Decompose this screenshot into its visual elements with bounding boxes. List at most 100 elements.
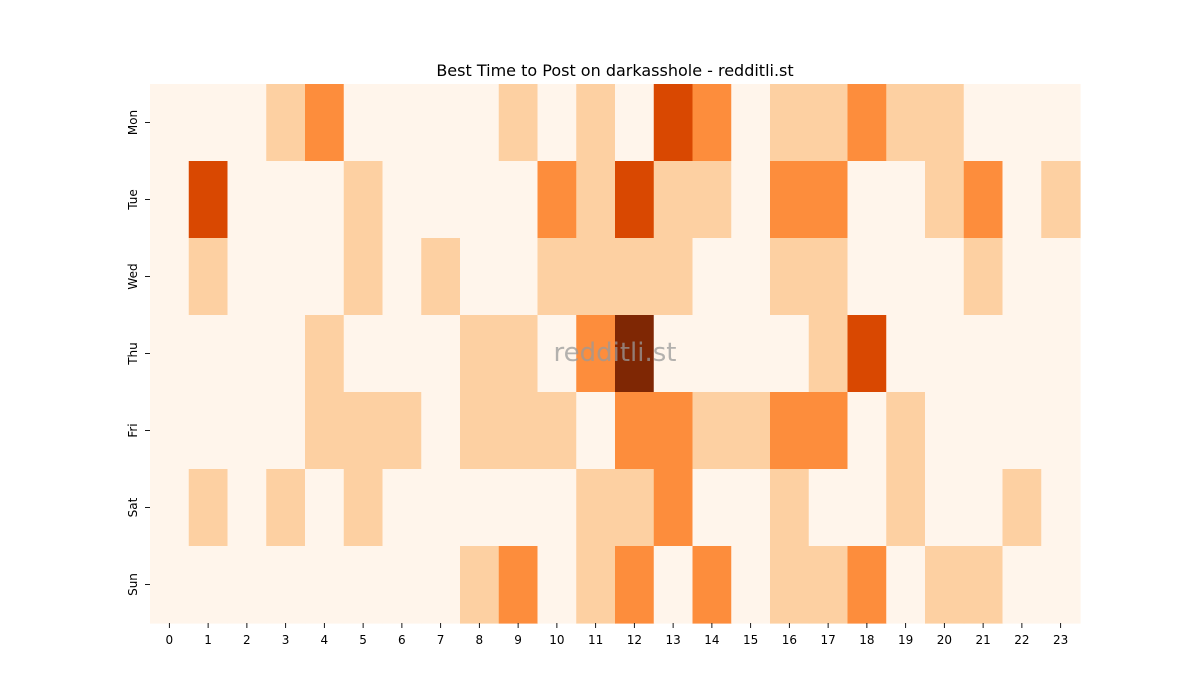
heatmap-cell-tue-1 <box>188 161 229 239</box>
heatmap-cell-sat-4 <box>305 469 345 547</box>
x-tick-label: 16 <box>782 633 797 647</box>
x-axis-ticks: 0 1 2 3 4 5 6 7 8 9 10 11 12 13 14 15 16 17 18 19 20 21 22 23 <box>166 623 1068 647</box>
heatmap-cell-tue-14 <box>692 161 732 239</box>
heatmap-cell-tue-4 <box>305 161 345 239</box>
heatmap-cell-sat-22 <box>1002 469 1042 547</box>
heatmap-cell-wed-21 <box>963 238 1004 316</box>
x-tick-label: 12 <box>627 633 642 647</box>
heatmap-cell-sat-0 <box>150 469 190 547</box>
x-tick-label: 9 <box>514 633 522 647</box>
heatmap-cell-sun-5 <box>343 546 384 624</box>
heatmap-cell-sat-10 <box>537 469 577 547</box>
heatmap-cell-tue-9 <box>498 161 539 239</box>
heatmap-cell-sun-17 <box>808 546 849 624</box>
heatmap-cell-wed-0 <box>150 238 190 316</box>
heatmap-cell-mon-13 <box>653 84 694 162</box>
x-tick-label: 19 <box>898 633 913 647</box>
heatmap-cell-sat-7 <box>421 469 461 547</box>
heatmap-cell-sat-23 <box>1041 469 1081 547</box>
heatmap-cell-sat-15 <box>731 469 771 547</box>
heatmap-cell-wed-17 <box>808 238 849 316</box>
heatmap-cell-wed-16 <box>770 238 810 316</box>
heatmap-cell-wed-10 <box>537 238 577 316</box>
heatmap-cell-thu-19 <box>886 315 926 393</box>
heatmap-cell-fri-5 <box>343 392 384 470</box>
heatmap-cell-sun-3 <box>266 546 306 624</box>
heatmap-cell-tue-8 <box>460 161 500 239</box>
x-tick-label: 1 <box>204 633 212 647</box>
heatmap-cell-fri-17 <box>808 392 849 470</box>
heatmap-cell-sun-7 <box>421 546 461 624</box>
heatmap-cell-mon-7 <box>421 84 461 162</box>
heatmap-cell-sun-8 <box>460 546 500 624</box>
x-tick-label: 15 <box>743 633 758 647</box>
heatmap-cell-wed-22 <box>1002 238 1042 316</box>
heatmap-cell-sun-20 <box>925 546 965 624</box>
x-tick-label: 2 <box>243 633 251 647</box>
x-tick-label: 0 <box>166 633 174 647</box>
y-tick-label: Sat <box>126 497 140 517</box>
heatmap-cell-wed-3 <box>266 238 306 316</box>
heatmap-cell-wed-7 <box>421 238 461 316</box>
heatmap-cell-fri-19 <box>886 392 926 470</box>
heatmap-cell-sun-13 <box>653 546 694 624</box>
x-tick-label: 13 <box>665 633 680 647</box>
heatmap-cell-sat-14 <box>692 469 732 547</box>
heatmap-cell-fri-23 <box>1041 392 1081 470</box>
heatmap-cell-fri-9 <box>498 392 539 470</box>
heatmap-cell-sat-5 <box>343 469 384 547</box>
heatmap-cell-sat-20 <box>925 469 965 547</box>
heatmap-cell-mon-8 <box>460 84 500 162</box>
heatmap-cell-tue-12 <box>615 161 655 239</box>
heatmap-cell-mon-11 <box>576 84 616 162</box>
heatmap-cell-wed-1 <box>188 238 229 316</box>
heatmap-cell-mon-3 <box>266 84 306 162</box>
heatmap-cell-sun-10 <box>537 546 577 624</box>
heatmap-cell-mon-10 <box>537 84 577 162</box>
heatmap-cell-sat-11 <box>576 469 616 547</box>
heatmap-cell-wed-14 <box>692 238 732 316</box>
heatmap-cell-fri-21 <box>963 392 1004 470</box>
heatmap-cell-fri-15 <box>731 392 771 470</box>
heatmap-cell-tue-2 <box>227 161 267 239</box>
heatmap-cell-sun-12 <box>615 546 655 624</box>
heatmap-cell-sun-22 <box>1002 546 1042 624</box>
heatmap-cell-tue-6 <box>382 161 422 239</box>
heatmap-cell-tue-15 <box>731 161 771 239</box>
heatmap-cell-fri-7 <box>421 392 461 470</box>
heatmap-cell-sun-16 <box>770 546 810 624</box>
heatmap-cell-thu-2 <box>227 315 267 393</box>
heatmap-cell-mon-1 <box>188 84 229 162</box>
heatmap-cell-sun-11 <box>576 546 616 624</box>
heatmap-cell-thu-1 <box>188 315 229 393</box>
heatmap-cell-wed-23 <box>1041 238 1081 316</box>
heatmap-cell-sat-8 <box>460 469 500 547</box>
heatmap-cell-tue-10 <box>537 161 577 239</box>
heatmap-cell-tue-21 <box>963 161 1004 239</box>
heatmap-cell-wed-18 <box>847 238 887 316</box>
heatmap-cell-thu-22 <box>1002 315 1042 393</box>
heatmap-cell-sun-23 <box>1041 546 1081 624</box>
heatmap-cell-thu-0 <box>150 315 190 393</box>
heatmap-cell-sat-1 <box>188 469 229 547</box>
heatmap-cell-wed-6 <box>382 238 422 316</box>
heatmap-cell-tue-7 <box>421 161 461 239</box>
watermark: redditli.st <box>554 338 677 368</box>
heatmap-cell-sat-19 <box>886 469 926 547</box>
heatmap-cell-mon-21 <box>963 84 1004 162</box>
heatmap-cell-thu-21 <box>963 315 1004 393</box>
heatmap-cell-sat-13 <box>653 469 694 547</box>
x-tick-label: 22 <box>1014 633 1029 647</box>
heatmap-cell-sat-2 <box>227 469 267 547</box>
heatmap-cell-sat-9 <box>498 469 539 547</box>
heatmap-cell-fri-6 <box>382 392 422 470</box>
heatmap-cell-tue-19 <box>886 161 926 239</box>
heatmap-cell-tue-5 <box>343 161 384 239</box>
heatmap-cell-sun-4 <box>305 546 345 624</box>
heatmap-cell-tue-20 <box>925 161 965 239</box>
x-tick-label: 6 <box>398 633 406 647</box>
heatmap-cell-thu-11 <box>576 315 616 393</box>
x-tick-label: 8 <box>476 633 484 647</box>
heatmap-cell-thu-15 <box>731 315 771 393</box>
x-tick-label: 18 <box>859 633 874 647</box>
